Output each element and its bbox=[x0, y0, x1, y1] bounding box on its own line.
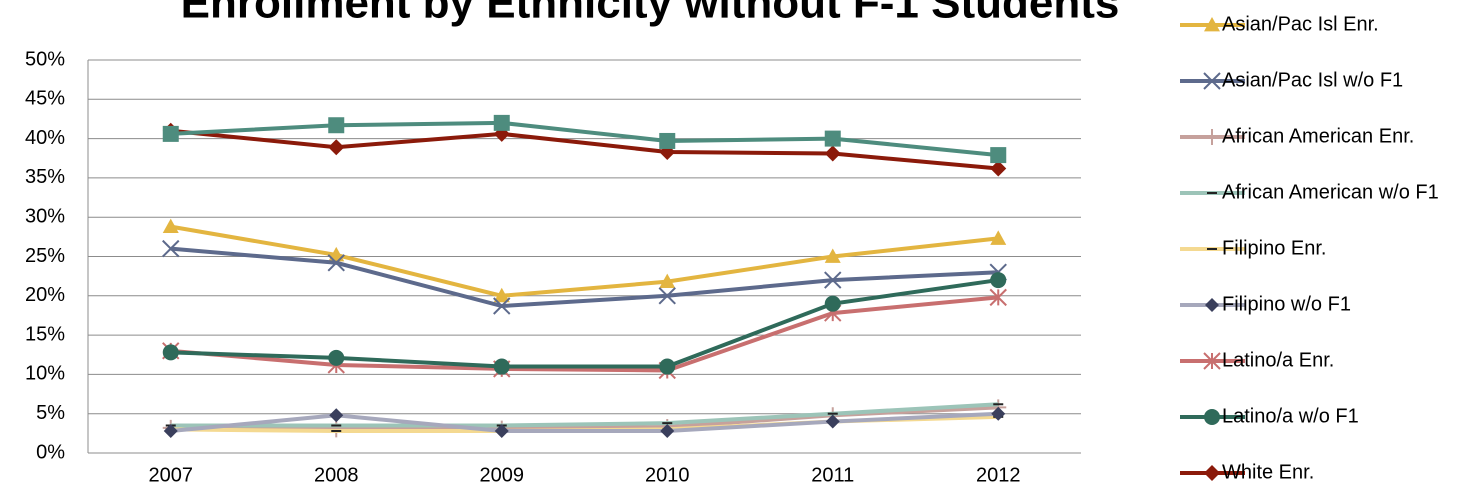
legend-entry: Asian/Pac Isl Enr. bbox=[1180, 13, 1379, 35]
legend-label: Asian/Pac Isl w/o F1 bbox=[1222, 69, 1403, 91]
marker bbox=[824, 130, 841, 147]
line bbox=[170, 246, 999, 309]
marker bbox=[493, 358, 510, 375]
marker bbox=[1203, 72, 1221, 90]
marker bbox=[162, 218, 179, 234]
marker bbox=[1203, 352, 1221, 370]
legend-entry: White Enr. bbox=[1180, 461, 1314, 483]
marker bbox=[991, 406, 1006, 421]
marker bbox=[494, 423, 509, 438]
legend-entry: Latino/a Enr. bbox=[1180, 349, 1334, 371]
marker bbox=[660, 423, 675, 438]
line bbox=[170, 120, 999, 158]
marker bbox=[825, 414, 840, 429]
series bbox=[163, 406, 1006, 438]
marker bbox=[1204, 465, 1220, 481]
line bbox=[170, 411, 999, 433]
marker bbox=[1204, 17, 1220, 32]
series bbox=[162, 114, 1007, 164]
y-tick-label: 25% bbox=[25, 245, 65, 267]
legend-label: Latino/a Enr. bbox=[1222, 349, 1334, 371]
legend-entry: African American w/o F1 bbox=[1180, 181, 1439, 203]
marker bbox=[990, 147, 1007, 164]
chart-title: Enrollment by Ethnicity without F-1 Stud… bbox=[181, 0, 1120, 28]
marker bbox=[163, 423, 178, 438]
legend-entry: Latino/a w/o F1 bbox=[1180, 405, 1359, 427]
marker bbox=[162, 344, 179, 361]
line bbox=[170, 295, 999, 373]
marker bbox=[1205, 298, 1219, 312]
marker bbox=[329, 408, 344, 423]
x-tick-label: 2011 bbox=[811, 464, 854, 486]
marker bbox=[824, 295, 841, 312]
marker bbox=[328, 117, 345, 134]
legend-entry: Filipino w/o F1 bbox=[1180, 293, 1351, 315]
y-tick-label: 45% bbox=[25, 88, 65, 110]
marker bbox=[824, 145, 841, 162]
marker bbox=[658, 287, 676, 305]
x-tick-label: 2008 bbox=[314, 464, 359, 486]
marker bbox=[162, 239, 180, 258]
legend-label: Asian/Pac Isl Enr. bbox=[1222, 13, 1379, 35]
y-tick-label: 5% bbox=[36, 402, 65, 424]
x-tick-label: 2010 bbox=[645, 464, 690, 486]
marker bbox=[328, 139, 345, 156]
marker bbox=[824, 248, 841, 263]
legend-entry: African American Enr. bbox=[1180, 125, 1414, 147]
legend-label: African American Enr. bbox=[1222, 125, 1414, 147]
y-tick-label: 40% bbox=[25, 127, 65, 149]
y-tick-label: 50% bbox=[25, 48, 65, 70]
line bbox=[170, 402, 999, 428]
marker bbox=[990, 272, 1007, 289]
legend-label: White Enr. bbox=[1222, 461, 1314, 483]
series bbox=[162, 272, 1007, 375]
y-tick-label: 35% bbox=[25, 166, 65, 188]
series bbox=[162, 239, 1007, 315]
y-tick-label: 30% bbox=[25, 205, 65, 227]
marker bbox=[493, 114, 510, 131]
marker bbox=[824, 271, 842, 289]
y-tick-label: 0% bbox=[36, 441, 65, 463]
legend-label: Filipino Enr. bbox=[1222, 237, 1327, 259]
marker bbox=[327, 254, 345, 272]
marker bbox=[1204, 409, 1220, 425]
marker bbox=[659, 358, 676, 375]
line bbox=[170, 278, 999, 369]
marker bbox=[162, 125, 179, 142]
line bbox=[170, 224, 999, 298]
legend-entry: Filipino Enr. bbox=[1180, 237, 1327, 259]
legend-entry: Asian/Pac Isl w/o F1 bbox=[1180, 69, 1403, 91]
legend-label: Latino/a w/o F1 bbox=[1222, 405, 1359, 427]
x-tick-label: 2009 bbox=[480, 464, 525, 486]
y-tick-label: 15% bbox=[25, 323, 65, 345]
marker bbox=[990, 230, 1007, 245]
legend-label: Filipino w/o F1 bbox=[1222, 293, 1351, 315]
marker bbox=[990, 160, 1007, 177]
y-tick-label: 20% bbox=[25, 284, 65, 306]
legend-label: African American w/o F1 bbox=[1222, 181, 1439, 203]
marker bbox=[659, 273, 676, 289]
marker bbox=[1204, 129, 1220, 145]
x-tick-label: 2007 bbox=[149, 464, 194, 486]
x-tick-label: 2012 bbox=[976, 464, 1021, 486]
marker bbox=[659, 132, 676, 149]
marker bbox=[989, 288, 1007, 307]
line bbox=[170, 128, 999, 171]
marker bbox=[328, 349, 345, 366]
y-tick-label: 10% bbox=[25, 363, 65, 385]
marker bbox=[493, 287, 510, 303]
marker bbox=[493, 297, 511, 315]
